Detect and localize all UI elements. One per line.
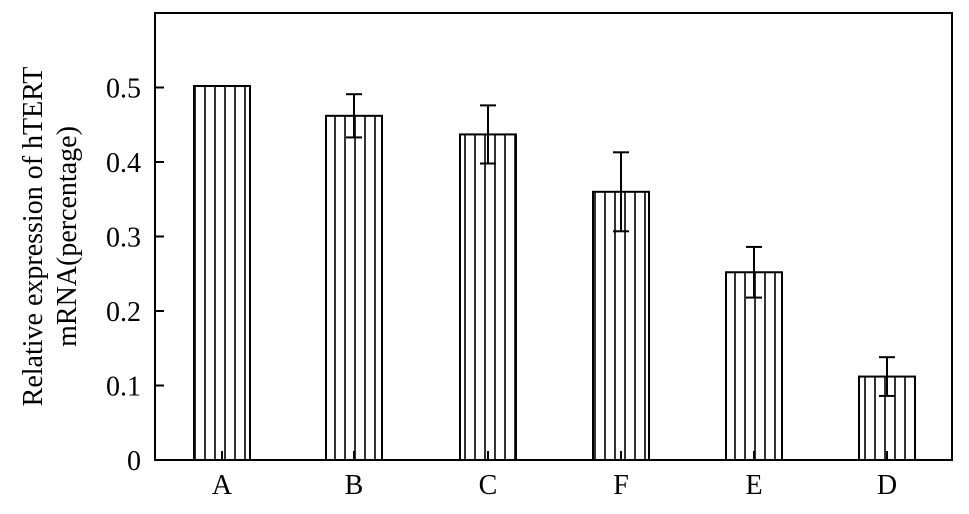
x-tick-label: C — [479, 470, 498, 501]
y-axis-title-line: mRNA(percentage) — [52, 126, 83, 347]
axes — [154, 12, 953, 461]
y-tick-label: 0.4 — [106, 148, 141, 179]
y-axis-title-line: Relative expression of hTERT — [18, 67, 49, 407]
x-tick-label: A — [212, 470, 233, 501]
y-tick-label: 0.2 — [106, 297, 141, 328]
error-bar-B — [346, 93, 362, 139]
plot-frame — [154, 12, 953, 461]
bar-F — [592, 190, 650, 462]
error-bar-D — [879, 356, 895, 397]
error-bar-C — [480, 104, 496, 165]
bar-B — [325, 114, 383, 461]
bar-C — [459, 133, 517, 461]
x-tick-label: F — [613, 470, 629, 501]
x-tick-label: D — [877, 470, 897, 501]
y-ticks: 0 0.1 0.2 0.3 0.4 0.5 — [106, 74, 164, 477]
error-bar-E — [746, 245, 762, 299]
bar-A — [193, 85, 251, 461]
bar-E — [725, 271, 783, 462]
error-bars — [346, 93, 895, 397]
error-bar-F — [613, 151, 629, 233]
y-axis-title: Relative expression of hTERT mRNA(percent… — [18, 67, 83, 407]
bars — [193, 85, 916, 462]
y-tick-label: 0 — [127, 446, 141, 477]
y-tick-label: 0.5 — [106, 74, 141, 105]
x-tick-label: E — [745, 470, 762, 501]
y-tick-label: 0.3 — [106, 223, 141, 254]
y-tick-label: 0.1 — [106, 372, 141, 403]
x-tick-label: B — [345, 470, 364, 501]
